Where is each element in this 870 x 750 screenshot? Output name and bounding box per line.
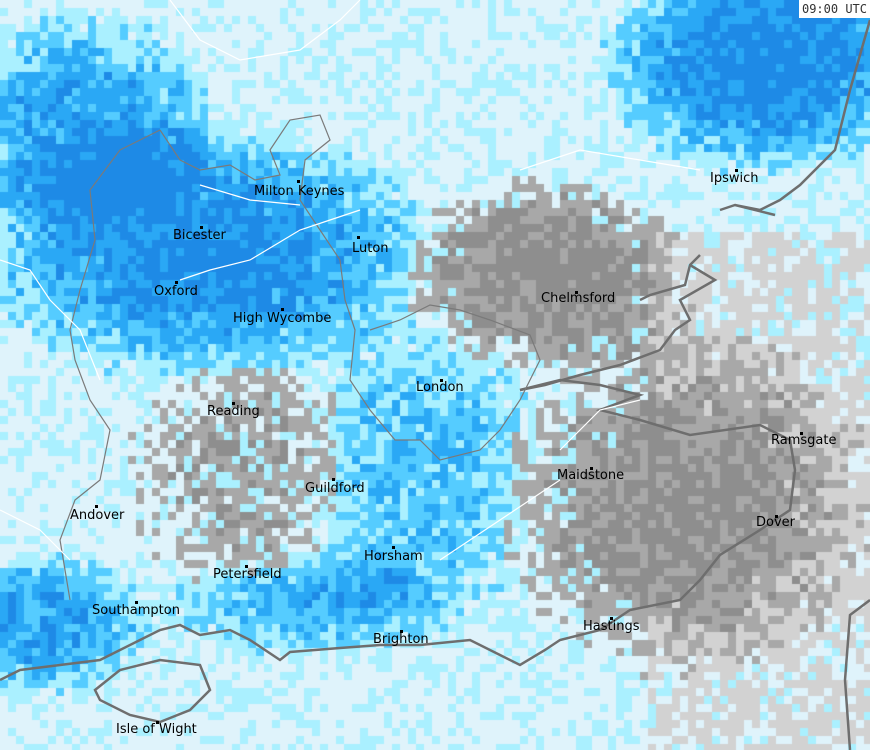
coastline-east <box>519 19 870 392</box>
town-dot <box>175 281 178 284</box>
town-dot <box>400 630 403 633</box>
town-label: Southampton <box>92 603 180 618</box>
town-label: High Wycombe <box>233 311 332 326</box>
town-dot <box>357 236 360 239</box>
town-label: Hastings <box>583 619 640 634</box>
town-label: Ramsgate <box>771 433 837 448</box>
town-dot <box>281 308 284 311</box>
town-dot <box>200 226 203 229</box>
town-dot <box>735 169 738 172</box>
coastline-france <box>843 599 870 750</box>
town-label: Horsham <box>364 549 423 564</box>
coastline-thames <box>0 378 797 682</box>
coastline-isle-of-wight <box>93 658 212 724</box>
town-dot <box>245 565 248 568</box>
town-dot <box>156 721 159 724</box>
town-label: Guildford <box>305 481 365 496</box>
town-label: Oxford <box>154 284 198 299</box>
town-label: London <box>416 380 464 395</box>
timestamp-label: 09:00 UTC <box>798 0 870 18</box>
town-dot <box>575 291 578 294</box>
town-dot <box>610 617 613 620</box>
town-label: Chelmsford <box>541 291 616 306</box>
town-dot <box>392 546 395 549</box>
town-label: Maidstone <box>557 468 625 483</box>
town-dot <box>440 379 443 382</box>
town-dot <box>590 467 593 470</box>
town-label: Reading <box>207 404 260 419</box>
town-dot <box>95 505 98 508</box>
boundary-oxfordshire <box>59 114 541 601</box>
region-boundary <box>0 0 701 561</box>
town-label: Luton <box>352 241 389 256</box>
town-dot <box>800 432 803 435</box>
town-label: Milton Keynes <box>254 184 345 199</box>
town-dot <box>775 515 778 518</box>
town-dot <box>297 180 300 183</box>
town-label: Petersfield <box>213 567 282 582</box>
town-label: Isle of Wight <box>116 722 197 737</box>
town-label: Brighton <box>373 632 429 647</box>
town-dot <box>135 601 138 604</box>
town-label: Dover <box>756 515 795 530</box>
town-label: Ipswich <box>710 171 759 186</box>
town-dot <box>232 402 235 405</box>
town-label: Andover <box>70 508 125 523</box>
town-dot <box>332 478 335 481</box>
town-label: Bicester <box>173 228 226 243</box>
